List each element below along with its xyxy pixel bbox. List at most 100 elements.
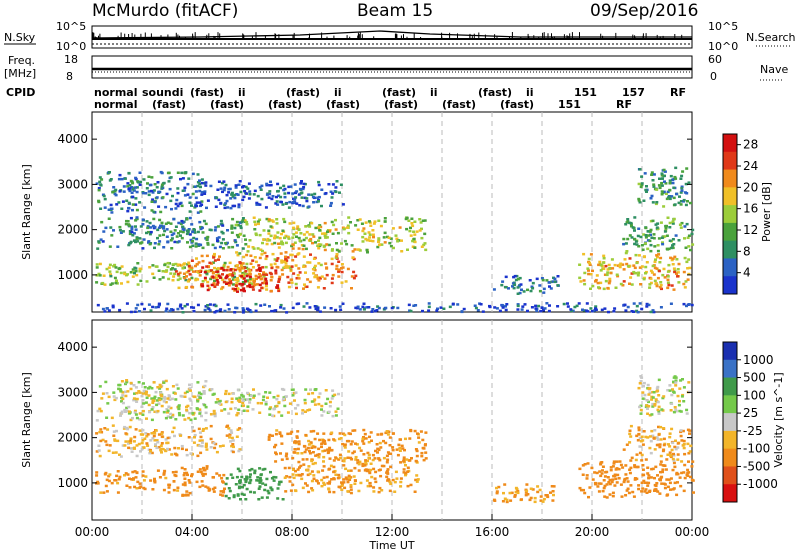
colorbar-tick-label: -100	[743, 442, 770, 456]
echo-cell	[322, 432, 326, 435]
echo-cell	[240, 266, 244, 269]
echo-cell	[367, 441, 371, 444]
echo-cell	[230, 273, 234, 276]
echo-cell	[601, 489, 605, 493]
echo-cell	[314, 226, 318, 230]
echo-cell	[514, 486, 518, 490]
echo-cell	[258, 283, 262, 287]
echo-cell	[165, 441, 169, 445]
echo-cell	[211, 393, 215, 396]
echo-cell	[642, 277, 646, 281]
echo-cell	[277, 280, 281, 283]
echo-cell	[324, 402, 328, 405]
echo-cell	[271, 220, 275, 223]
echo-cell	[247, 273, 251, 276]
echo-cell	[114, 396, 118, 400]
echo-cell	[286, 432, 290, 436]
echo-cell	[180, 307, 184, 310]
echo-cell	[190, 268, 194, 271]
echo-cell	[248, 193, 252, 196]
velocity-echo-cells	[95, 375, 695, 504]
echo-cell	[178, 277, 182, 280]
echo-cell	[361, 305, 365, 309]
echo-cell	[481, 310, 485, 313]
echo-cell	[191, 426, 194, 429]
echo-cell	[200, 254, 204, 258]
echo-cell	[269, 225, 273, 228]
echo-cell	[181, 267, 185, 270]
echo-cell	[274, 443, 278, 447]
echo-cell	[605, 483, 609, 486]
echo-cell	[313, 192, 317, 196]
echo-cell	[95, 432, 99, 435]
echo-cell	[676, 275, 679, 278]
echo-cell	[153, 480, 157, 483]
echo-cell	[625, 262, 629, 266]
echo-cell	[652, 436, 656, 440]
echo-cell	[541, 278, 545, 282]
echo-cell	[190, 276, 194, 280]
echo-cell	[151, 488, 155, 491]
echo-cell	[623, 303, 627, 307]
echo-cell	[308, 408, 312, 411]
echo-cell	[677, 403, 681, 407]
echo-cell	[159, 210, 163, 214]
echo-cell	[95, 474, 99, 477]
echo-cell	[149, 479, 153, 482]
echo-cell	[223, 408, 227, 411]
echo-cell	[183, 194, 187, 197]
echo-cell	[612, 474, 616, 478]
echo-cell	[225, 275, 229, 279]
echo-cell	[365, 306, 369, 309]
echo-cell	[224, 392, 227, 396]
echo-cell	[125, 406, 129, 410]
echo-cell	[540, 277, 544, 280]
echo-cell	[540, 306, 544, 309]
echo-cell	[543, 307, 547, 310]
echo-cell	[152, 189, 156, 192]
echo-cell	[654, 282, 658, 286]
echo-cell	[188, 278, 191, 281]
echo-cell	[400, 444, 404, 448]
echo-cell	[129, 439, 133, 442]
echo-cell	[666, 216, 670, 219]
echo-cell	[667, 443, 670, 446]
echo-cell	[547, 309, 551, 313]
echo-cell	[674, 234, 678, 237]
echo-cell	[311, 195, 315, 199]
echo-cell	[310, 193, 314, 196]
echo-cell	[266, 237, 270, 241]
echo-cell	[228, 278, 232, 281]
echo-cell	[121, 394, 125, 397]
echo-cell	[248, 268, 252, 272]
echo-cell	[251, 288, 255, 291]
echo-cell	[252, 491, 256, 494]
echo-cell	[196, 444, 200, 447]
echo-cell	[367, 231, 371, 234]
echo-cell	[291, 483, 295, 487]
echo-cell	[251, 408, 255, 411]
echo-cell	[180, 447, 184, 451]
echo-cell	[541, 500, 545, 503]
echo-cell	[95, 182, 99, 185]
echo-cell	[642, 385, 645, 388]
echo-cell	[212, 490, 216, 493]
echo-cell	[638, 436, 642, 440]
y-tick-label: 2000	[57, 431, 88, 445]
echo-cell	[239, 498, 242, 501]
echo-cell	[314, 241, 317, 244]
echo-cell	[678, 476, 682, 479]
echo-cell	[131, 188, 135, 191]
echo-cell	[137, 310, 141, 313]
echo-cell	[239, 288, 243, 292]
echo-cell	[337, 473, 341, 477]
echo-cell	[289, 489, 293, 492]
echo-cell	[257, 487, 261, 490]
echo-cell	[383, 217, 387, 220]
echo-cell	[404, 471, 408, 475]
echo-cell	[166, 240, 170, 244]
echo-cell	[236, 235, 240, 239]
echo-cell	[337, 270, 341, 273]
echo-cell	[257, 392, 261, 396]
echo-cell	[362, 308, 366, 311]
